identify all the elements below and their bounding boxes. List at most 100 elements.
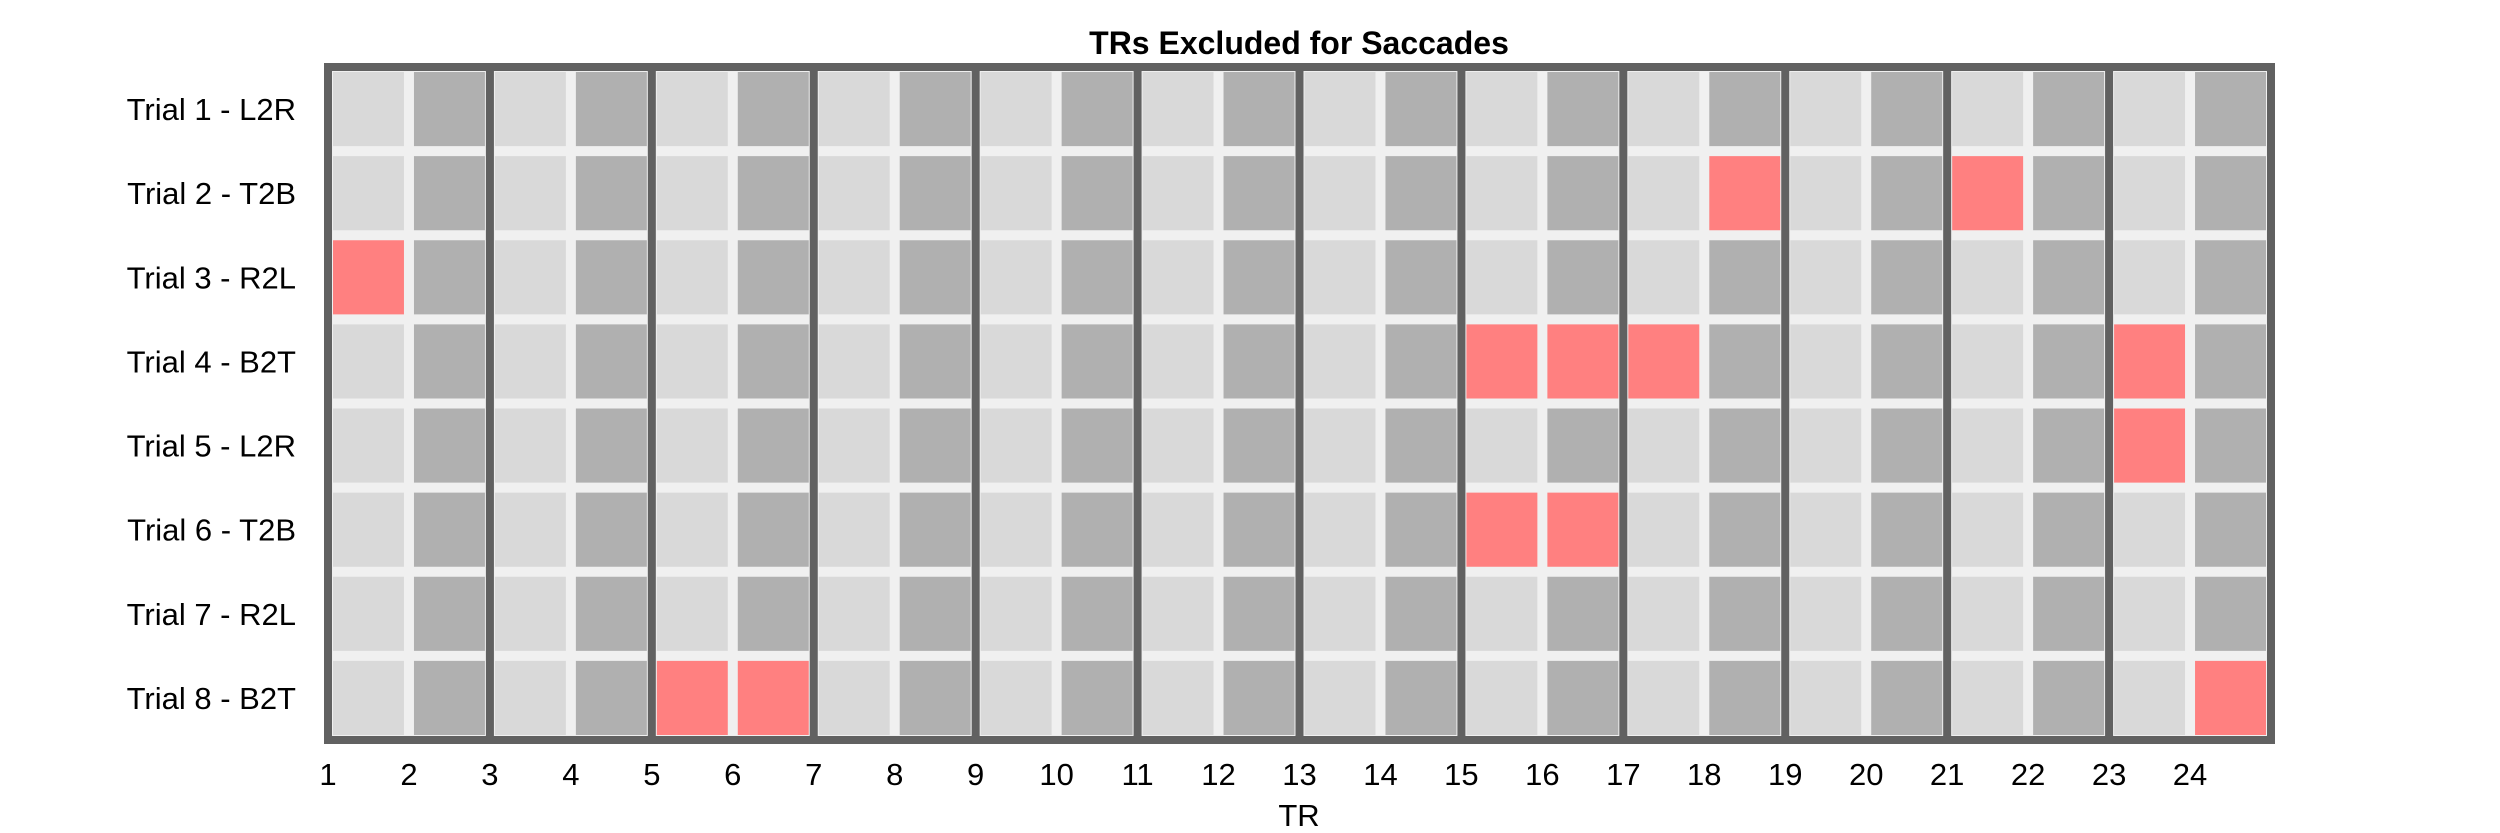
x-tick-label: 10 bbox=[1039, 757, 1073, 792]
tr-cell bbox=[1709, 492, 1781, 567]
tr-cell bbox=[1223, 576, 1295, 651]
tr-cell bbox=[575, 72, 647, 147]
tr-cell bbox=[818, 408, 890, 483]
tr-cell bbox=[494, 156, 566, 231]
tr-cell bbox=[1790, 576, 1862, 651]
tr-cell bbox=[1871, 576, 1943, 651]
tr-cell bbox=[1061, 492, 1133, 567]
tr-cell bbox=[1304, 576, 1376, 651]
tr-cell bbox=[1790, 324, 1862, 399]
tr-cell bbox=[899, 324, 971, 399]
tr-cell bbox=[1223, 660, 1295, 736]
x-tick-label: 2 bbox=[400, 757, 417, 792]
tr-cell bbox=[333, 576, 404, 651]
x-tick-label: 21 bbox=[1930, 757, 1964, 792]
tr-cell bbox=[333, 408, 404, 483]
tr-cell bbox=[980, 408, 1052, 483]
tr-cell bbox=[899, 492, 971, 567]
x-tick-label: 13 bbox=[1282, 757, 1316, 792]
tr-cell bbox=[1061, 72, 1133, 147]
excluded-tr-cell bbox=[1547, 324, 1619, 399]
excluded-tr-cell bbox=[1466, 324, 1538, 399]
tr-cell bbox=[1871, 156, 1943, 231]
tr-cell bbox=[1385, 156, 1457, 231]
tr-cell bbox=[2195, 156, 2266, 231]
tr-cell bbox=[1547, 240, 1619, 315]
x-tick-label: 23 bbox=[2092, 757, 2126, 792]
tr-cell bbox=[1385, 492, 1457, 567]
excluded-tr-cell bbox=[737, 660, 809, 736]
tr-cell bbox=[899, 660, 971, 736]
excluded-tr-cell bbox=[1547, 492, 1619, 567]
tr-cell bbox=[1061, 576, 1133, 651]
excluded-tr-cell bbox=[2114, 408, 2186, 483]
tr-cell bbox=[333, 156, 404, 231]
tr-cell bbox=[656, 324, 728, 399]
tr-cell bbox=[980, 72, 1052, 147]
tr-cell bbox=[1223, 240, 1295, 315]
x-tick-label: 7 bbox=[805, 757, 822, 792]
tr-cell bbox=[1952, 576, 2024, 651]
tr-cell bbox=[818, 576, 890, 651]
x-tick-label: 5 bbox=[643, 757, 660, 792]
tr-cell bbox=[656, 240, 728, 315]
tr-cell bbox=[1547, 408, 1619, 483]
row-label: Trial 7 - R2L bbox=[127, 597, 296, 632]
x-tick-label: 18 bbox=[1687, 757, 1721, 792]
tr-cell bbox=[494, 492, 566, 567]
tr-cell bbox=[1952, 660, 2024, 736]
tr-cell bbox=[1709, 408, 1781, 483]
x-tick-label: 9 bbox=[967, 757, 984, 792]
tr-cell bbox=[413, 408, 485, 483]
tr-cell bbox=[899, 408, 971, 483]
x-tick-label: 17 bbox=[1606, 757, 1640, 792]
tr-cell bbox=[1628, 576, 1700, 651]
tr-cell bbox=[333, 324, 404, 399]
tr-cell bbox=[575, 156, 647, 231]
tr-cell bbox=[333, 660, 404, 736]
x-tick-label: 11 bbox=[1121, 757, 1153, 792]
tr-cell bbox=[494, 576, 566, 651]
tr-cell bbox=[1142, 660, 1214, 736]
tr-cell bbox=[1709, 72, 1781, 147]
tr-cell bbox=[737, 72, 809, 147]
tr-cell bbox=[2114, 240, 2186, 315]
tr-cell bbox=[1142, 492, 1214, 567]
x-tick-label: 15 bbox=[1444, 757, 1478, 792]
tr-cell bbox=[980, 156, 1052, 231]
tr-cell bbox=[1628, 492, 1700, 567]
x-tick-labels: 1 2 3 4 5 6 7 8 9 10 11 12 13 14 15 16 17 18 19 20 21 22 23 24 bbox=[319, 757, 2207, 792]
tr-cell bbox=[1385, 240, 1457, 315]
row-label: Trial 4 - B2T bbox=[127, 344, 296, 379]
tr-cell bbox=[2114, 156, 2186, 231]
tr-cell bbox=[1547, 576, 1619, 651]
tr-cell bbox=[2195, 576, 2266, 651]
excluded-tr-cell bbox=[1709, 156, 1781, 231]
tr-cell bbox=[1790, 660, 1862, 736]
tr-cell bbox=[980, 576, 1052, 651]
tr-cell bbox=[2114, 492, 2186, 567]
tr-cell bbox=[575, 576, 647, 651]
row-label: Trial 8 - B2T bbox=[127, 681, 296, 716]
tr-cell bbox=[1385, 660, 1457, 736]
tr-cell bbox=[2195, 72, 2266, 147]
tr-cell bbox=[737, 156, 809, 231]
tr-cell bbox=[818, 156, 890, 231]
tr-cell bbox=[1871, 408, 1943, 483]
tr-cell bbox=[737, 576, 809, 651]
tr-cell bbox=[899, 240, 971, 315]
plot-frame bbox=[324, 63, 2275, 744]
tr-cell bbox=[818, 492, 890, 567]
tr-cell bbox=[2195, 492, 2266, 567]
tr-cell bbox=[1790, 156, 1862, 231]
tr-cell bbox=[2114, 660, 2186, 736]
tr-cell bbox=[413, 492, 485, 567]
tr-cell bbox=[494, 408, 566, 483]
tr-cell bbox=[333, 72, 404, 147]
tr-cell bbox=[1952, 324, 2024, 399]
tr-cell bbox=[1709, 660, 1781, 736]
x-tick-label: 14 bbox=[1363, 757, 1397, 792]
tr-cell bbox=[1223, 408, 1295, 483]
tr-cell bbox=[2033, 408, 2105, 483]
tr-cell bbox=[1466, 156, 1538, 231]
